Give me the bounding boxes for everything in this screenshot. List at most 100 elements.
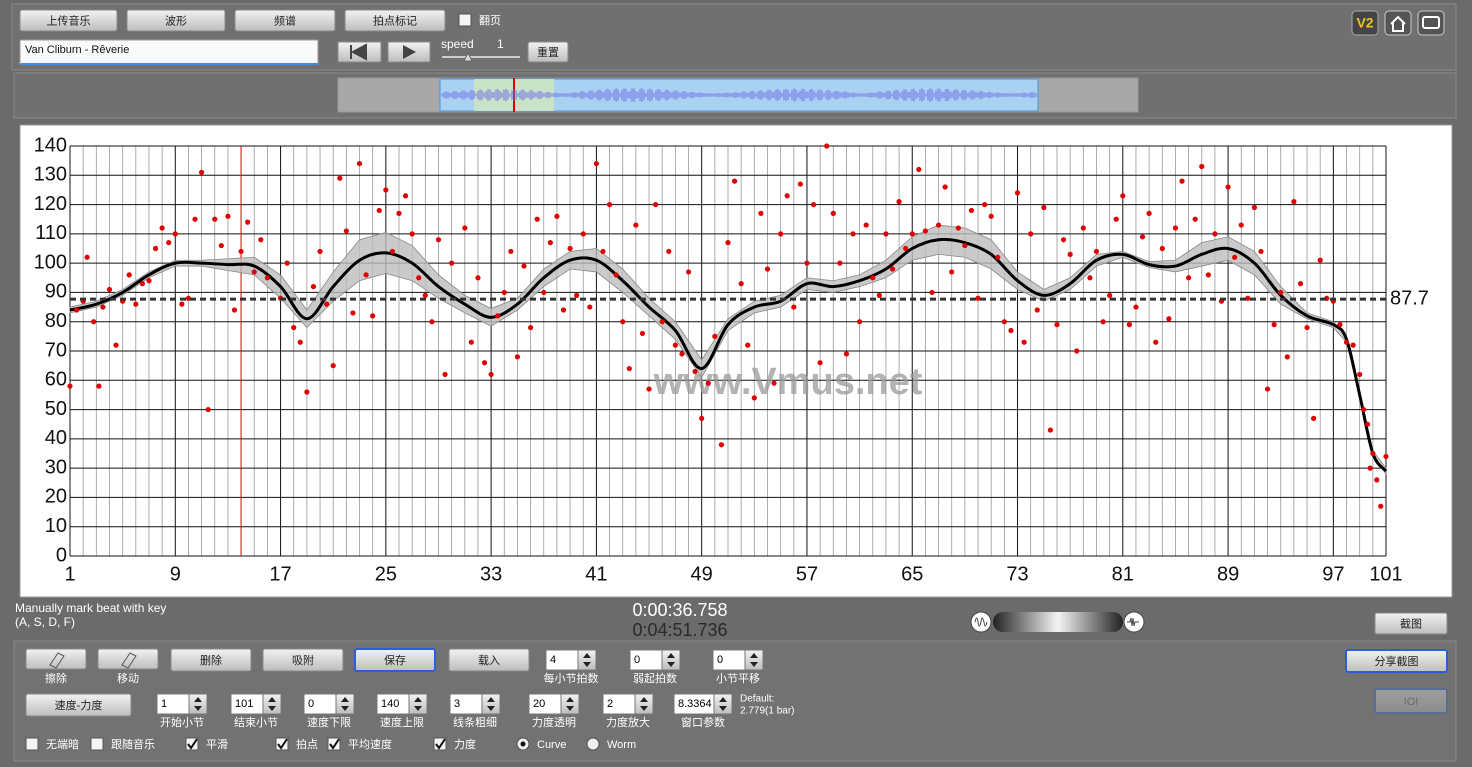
spinner-arrows[interactable] [713,693,733,715]
beat-point [824,143,830,149]
tool-button[interactable] [25,648,87,670]
reset-button-label: 重置 [537,45,559,59]
x-tick-label: 65 [901,563,923,585]
beat-point [1284,354,1290,360]
beat-point [462,225,468,231]
beat-point [1080,225,1086,231]
page-turn-checkbox[interactable] [458,13,472,27]
option-checkbox-label: 跟随音乐 [111,737,155,751]
smooth-curve [69,237,1388,473]
beat-point [1107,292,1113,298]
v2-icon[interactable] [1351,10,1379,36]
spinner-down [750,662,758,667]
spinner-arrows[interactable] [188,693,208,715]
beat-point [1067,251,1073,257]
beat-point [626,365,632,372]
beat-point [554,213,560,219]
beat-point [376,207,382,214]
beat-point [1225,184,1231,190]
mode-radio[interactable] [586,737,600,751]
tool-caption: 擦除 [45,671,67,685]
v2-text: V2 [1356,15,1373,31]
beat-point [521,263,527,269]
beat-point [1159,245,1165,252]
beat-point [205,406,211,413]
beat-point [975,295,981,301]
beat-point [383,187,389,193]
beat-point [1383,453,1389,460]
spinner-arrows[interactable] [577,649,597,671]
tool-button[interactable] [97,648,159,670]
beat-point [1291,199,1297,205]
beat-point [1001,319,1007,325]
x-tick-label: 81 [1112,563,1134,585]
beat-point [560,307,567,313]
beat-point [67,383,73,389]
spinner-arrows[interactable] [661,649,681,671]
spinner-down [194,706,202,711]
track-input[interactable] [19,39,319,65]
toolbar-button-label: 频谱 [274,13,296,27]
beat-point [1074,348,1080,354]
spinner-value: 2 [607,698,613,710]
beat-point [580,231,586,237]
action-button[interactable] [354,648,436,672]
waveform [441,88,1037,102]
beat-point [495,313,501,319]
action-button[interactable] [448,648,530,672]
mode-button[interactable] [25,693,132,717]
action-button[interactable] [262,648,344,672]
ioi-button[interactable] [1374,688,1448,714]
screen-icon[interactable] [1417,10,1445,36]
beat-point [396,210,402,216]
spinner-value: 0 [634,654,640,666]
toolbar-button[interactable] [234,9,336,32]
option-checkbox[interactable] [90,737,104,751]
y-tick-label: 80 [45,310,67,332]
spinner-arrows[interactable] [262,693,282,715]
beat-point [91,319,97,325]
tool-glyph [49,652,65,669]
y-tick-label: 130 [34,164,67,186]
beat-point [389,248,396,255]
home-glyph [1390,15,1406,32]
beat-point [593,160,600,167]
beat-point [646,386,652,392]
snapshot-button[interactable] [1374,612,1448,635]
spinner-arrows[interactable] [560,693,580,715]
spinner-up [194,697,202,702]
option-checkbox[interactable] [25,737,39,751]
toolbar-button[interactable] [344,9,446,32]
spinner-caption: 弱起拍数 [633,671,677,685]
spinner-arrows[interactable] [744,649,764,671]
home-icon[interactable] [1384,10,1412,36]
y-tick-label: 0 [56,544,67,566]
beat-point [133,301,139,307]
toolbar-button[interactable] [19,9,118,32]
reset-button[interactable] [527,41,569,63]
beat-point [896,199,902,205]
spinner-up [268,697,276,702]
speed-thumb[interactable] [463,51,473,62]
speed-label: speed [441,37,474,51]
spinner-arrows[interactable] [335,693,355,715]
x-tick-label: 1 [64,563,75,585]
beat-point [1212,231,1218,237]
beat-point [639,330,646,337]
beat-point [481,360,488,366]
spinner-arrows[interactable] [634,693,654,715]
spinner-down [583,662,591,667]
beat-point [1054,322,1060,328]
beat-point [1166,316,1172,322]
hint-line: (A, S, D, F) [15,615,75,629]
action-button[interactable] [170,648,252,672]
toolbar-button[interactable] [126,9,226,32]
beat-point [600,248,606,255]
play-glyph [403,45,416,59]
beat-point [218,242,224,249]
spinner-arrows[interactable] [481,693,501,715]
share-button[interactable] [1345,649,1448,673]
spinner-arrows[interactable] [408,693,428,715]
intensity-slider[interactable] [993,612,1123,632]
